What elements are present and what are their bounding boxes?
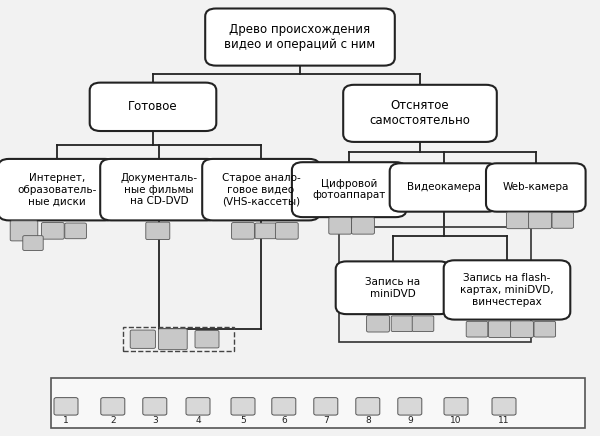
- FancyBboxPatch shape: [272, 398, 296, 415]
- FancyBboxPatch shape: [534, 321, 556, 337]
- FancyBboxPatch shape: [146, 222, 170, 240]
- FancyBboxPatch shape: [352, 218, 374, 234]
- Text: Готовое: Готовое: [128, 100, 178, 113]
- FancyBboxPatch shape: [100, 159, 218, 221]
- FancyBboxPatch shape: [130, 330, 155, 348]
- Text: 10: 10: [450, 416, 462, 425]
- FancyBboxPatch shape: [444, 398, 468, 415]
- Bar: [51, 378, 585, 428]
- FancyBboxPatch shape: [202, 159, 320, 221]
- FancyBboxPatch shape: [336, 261, 450, 314]
- FancyBboxPatch shape: [65, 223, 86, 239]
- Text: 11: 11: [498, 416, 510, 425]
- Text: Запись на flash-
картах, miniDVD,
винчестерах: Запись на flash- картах, miniDVD, винчес…: [460, 273, 554, 307]
- Text: 3: 3: [152, 416, 158, 425]
- FancyBboxPatch shape: [195, 330, 219, 348]
- FancyBboxPatch shape: [390, 164, 499, 212]
- FancyBboxPatch shape: [329, 218, 352, 234]
- Text: 6: 6: [281, 416, 287, 425]
- FancyBboxPatch shape: [444, 260, 570, 320]
- FancyBboxPatch shape: [205, 9, 395, 65]
- Text: Документаль-
ные фильмы
на CD-DVD: Документаль- ные фильмы на CD-DVD: [121, 173, 197, 206]
- FancyBboxPatch shape: [506, 212, 529, 228]
- Text: 4: 4: [195, 416, 201, 425]
- FancyBboxPatch shape: [54, 398, 78, 415]
- FancyBboxPatch shape: [466, 321, 488, 337]
- FancyBboxPatch shape: [492, 398, 516, 415]
- FancyBboxPatch shape: [529, 212, 551, 228]
- FancyBboxPatch shape: [367, 316, 389, 332]
- FancyBboxPatch shape: [488, 321, 511, 337]
- FancyBboxPatch shape: [232, 223, 254, 239]
- FancyBboxPatch shape: [391, 316, 413, 331]
- Text: Запись на
miniDVD: Запись на miniDVD: [365, 277, 421, 299]
- Text: 5: 5: [240, 416, 246, 425]
- FancyBboxPatch shape: [158, 329, 187, 350]
- FancyBboxPatch shape: [356, 398, 380, 415]
- FancyBboxPatch shape: [186, 398, 210, 415]
- Text: 1: 1: [63, 416, 69, 425]
- FancyBboxPatch shape: [398, 398, 422, 415]
- FancyBboxPatch shape: [275, 223, 298, 239]
- FancyBboxPatch shape: [292, 162, 407, 217]
- FancyBboxPatch shape: [101, 398, 125, 415]
- Text: Отснятое
самостоятельно: Отснятое самостоятельно: [370, 99, 470, 127]
- Text: 2: 2: [110, 416, 116, 425]
- FancyBboxPatch shape: [255, 223, 277, 239]
- Text: Интернет,
образователь-
ные диски: Интернет, образователь- ные диски: [17, 173, 97, 206]
- FancyBboxPatch shape: [90, 83, 217, 131]
- FancyBboxPatch shape: [41, 223, 64, 239]
- FancyBboxPatch shape: [343, 85, 497, 142]
- FancyBboxPatch shape: [486, 164, 586, 212]
- FancyBboxPatch shape: [143, 398, 167, 415]
- Text: Web-камера: Web-камера: [503, 183, 569, 192]
- FancyBboxPatch shape: [412, 316, 434, 331]
- FancyBboxPatch shape: [231, 398, 255, 415]
- Text: Древо происхождения
видео и операций с ним: Древо происхождения видео и операций с н…: [224, 23, 376, 51]
- Text: 7: 7: [323, 416, 329, 425]
- Text: 8: 8: [365, 416, 371, 425]
- Text: 9: 9: [407, 416, 413, 425]
- FancyBboxPatch shape: [511, 321, 533, 337]
- Text: Цифровой
фотоаппарат: Цифровой фотоаппарат: [313, 179, 386, 201]
- FancyBboxPatch shape: [0, 159, 116, 221]
- FancyBboxPatch shape: [23, 236, 43, 250]
- FancyBboxPatch shape: [10, 221, 38, 241]
- FancyBboxPatch shape: [552, 213, 574, 228]
- FancyBboxPatch shape: [314, 398, 338, 415]
- Text: Видеокамера: Видеокамера: [407, 183, 481, 192]
- Text: Старое анало-
говое видео
(VHS-кассеты): Старое анало- говое видео (VHS-кассеты): [221, 173, 301, 206]
